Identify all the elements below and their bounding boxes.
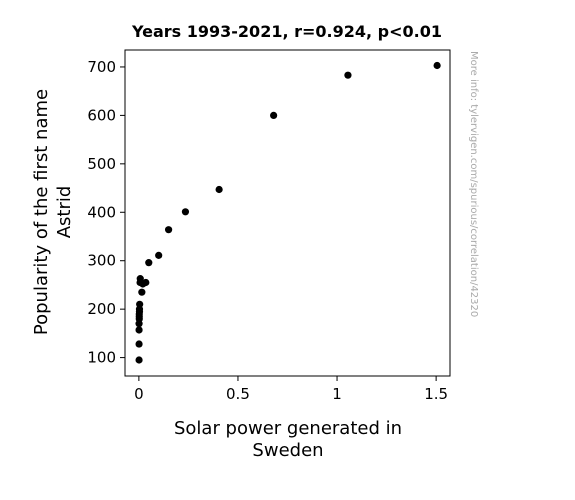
plot-frame [124, 49, 451, 377]
data-point [136, 300, 144, 308]
x-tick-label: 1 [332, 385, 342, 403]
data-point [135, 326, 143, 334]
y-axis: 100 200 300 400 500 600 700 [87, 58, 125, 367]
x-tick-label: 0.5 [226, 385, 250, 403]
x-axis-label-line-1: Solar power generated in [174, 418, 402, 439]
watermark: More info: tylervigen.com/spurious/corre… [468, 51, 479, 317]
data-point [344, 71, 352, 79]
y-tick-label: 100 [87, 349, 116, 367]
x-tick-label: 1.5 [424, 385, 448, 403]
data-points [135, 61, 441, 364]
data-point [135, 356, 143, 364]
data-point [270, 111, 278, 119]
data-point [155, 251, 163, 259]
data-point [181, 208, 190, 216]
x-tick-label: 0 [134, 385, 144, 403]
y-tick-label: 600 [87, 106, 116, 124]
data-point [215, 185, 223, 194]
data-point [145, 259, 153, 267]
data-point [136, 275, 144, 283]
y-axis-label-line-1: Popularity of the first name [31, 89, 52, 335]
y-tick-label: 500 [87, 155, 116, 173]
y-tick-label: 700 [87, 58, 116, 76]
y-tick-label: 200 [87, 300, 116, 318]
data-point [164, 226, 173, 234]
y-tick-label: 300 [87, 252, 116, 270]
y-tick-label: 400 [87, 203, 116, 221]
chart-title: Years 1993-2021, r=0.924, p<0.01 [131, 22, 442, 41]
y-axis-label-line-2: Astrid [54, 186, 75, 239]
x-axis: 0 0.5 1 1.5 [134, 376, 448, 403]
data-point [135, 340, 143, 348]
data-point [433, 61, 441, 70]
data-point [138, 288, 146, 296]
data-point [142, 278, 150, 287]
x-axis-label-line-2: Sweden [252, 440, 323, 461]
plot-area-border [124, 49, 451, 377]
